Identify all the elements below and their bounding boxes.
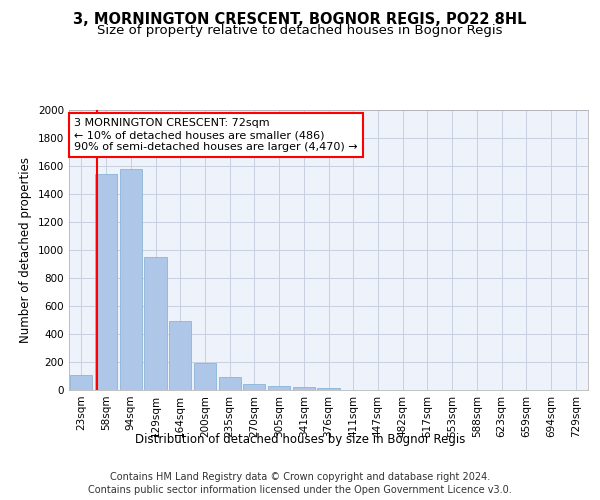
Bar [119,170,142,390]
Bar [243,384,265,390]
Text: Distribution of detached houses by size in Bognor Regis: Distribution of detached houses by size … [135,432,465,446]
Bar [317,388,340,390]
Text: Size of property relative to detached houses in Bognor Regis: Size of property relative to detached ho… [97,24,503,37]
Bar [268,386,290,390]
Y-axis label: Number of detached properties: Number of detached properties [19,157,32,343]
Text: Contains public sector information licensed under the Open Government Licence v3: Contains public sector information licen… [88,485,512,495]
Bar [169,322,191,390]
Text: Contains HM Land Registry data © Crown copyright and database right 2024.: Contains HM Land Registry data © Crown c… [110,472,490,482]
Bar [145,257,167,390]
Bar [70,374,92,390]
Bar [218,376,241,390]
Text: 3, MORNINGTON CRESCENT, BOGNOR REGIS, PO22 8HL: 3, MORNINGTON CRESCENT, BOGNOR REGIS, PO… [73,12,527,28]
Text: 3 MORNINGTON CRESCENT: 72sqm
← 10% of detached houses are smaller (486)
90% of s: 3 MORNINGTON CRESCENT: 72sqm ← 10% of de… [74,118,358,152]
Bar [293,387,315,390]
Bar [194,364,216,390]
Bar [95,174,117,390]
